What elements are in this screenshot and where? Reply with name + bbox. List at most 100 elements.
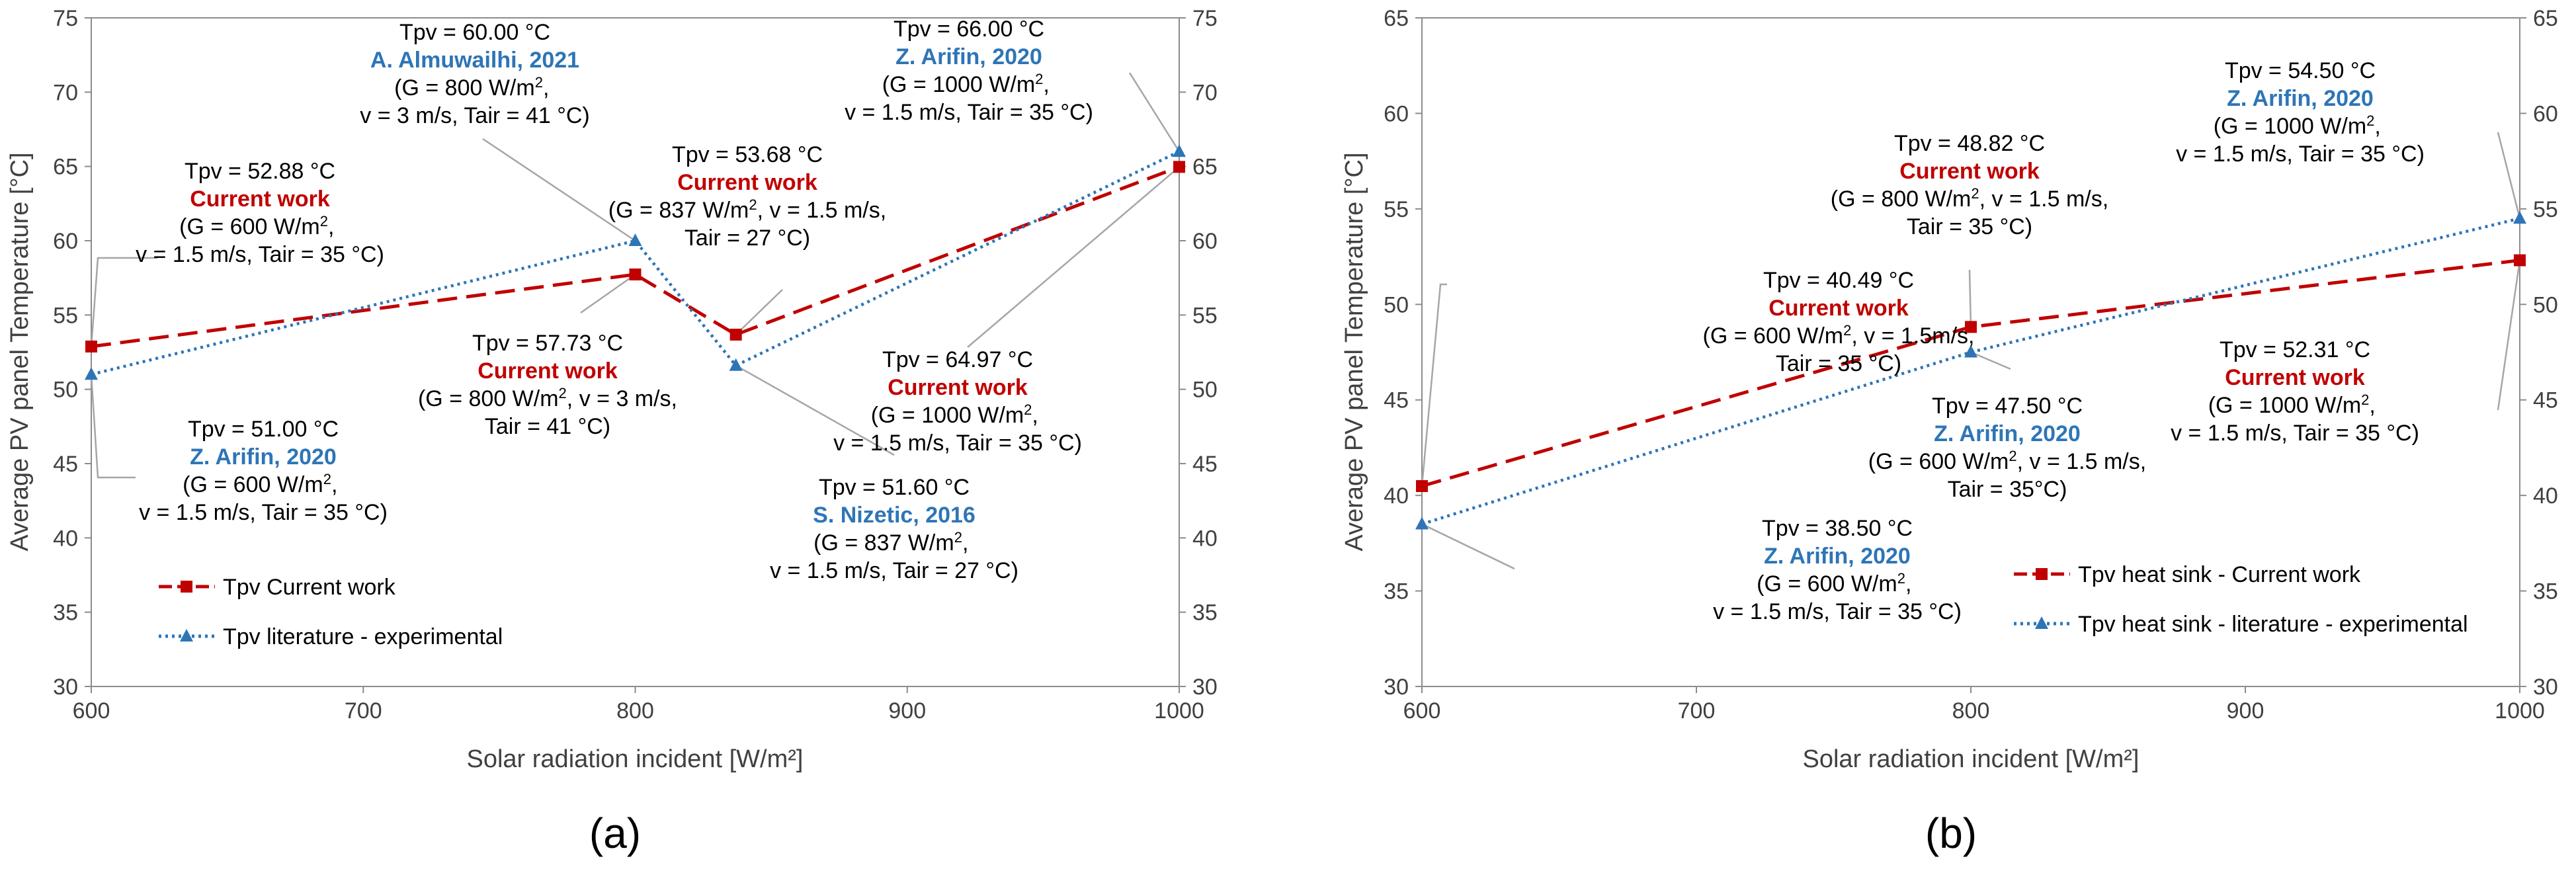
- annotation-line: (G = 800 W/m2,: [394, 74, 556, 101]
- annotation-line: v = 1.5 m/s, Tair = 35 °C): [1713, 599, 1962, 624]
- annotation-line: A. Almuwailhi, 2021: [370, 48, 579, 73]
- y-tick-label-right: 65: [2533, 6, 2558, 31]
- superscript: 2: [749, 196, 757, 213]
- y-tick-label-right: 55: [1192, 303, 1218, 328]
- y-tick-label-left: 40: [53, 526, 78, 551]
- y-tick-label-left: 30: [53, 675, 78, 700]
- chart-b: 30 30 35 35 40 40 45 45 50 50 55 55 60 60 65 65 600 700 80…: [1341, 6, 2558, 857]
- superscript: 2: [2009, 448, 2016, 464]
- superscript: 2: [323, 471, 331, 487]
- annotation-line: Current work: [1768, 296, 1909, 321]
- data-point-marker: [729, 358, 743, 371]
- y-tick-label-right: 60: [1192, 229, 1218, 254]
- data-point-marker: [1965, 321, 1977, 333]
- x-tick-label: 800: [1952, 698, 1990, 724]
- x-tick-label: 1000: [2495, 698, 2545, 724]
- annotation-line: v = 3 m/s, Tair = 41 °C): [360, 103, 589, 128]
- legend-label: Tpv Current work: [223, 575, 396, 600]
- y-tick-label-left: 60: [1384, 101, 1409, 126]
- y-tick-label-left: 60: [53, 229, 78, 254]
- annotation-text: Tpv = 66.00 °C Z. Arifin, 2020 (G = 1000 W…: [845, 17, 1093, 125]
- y-tick-label-right: 45: [2533, 388, 2558, 413]
- superscript: 2: [2366, 112, 2374, 129]
- y-tick-label-left: 65: [53, 155, 78, 180]
- y-tick-label-right: 40: [1192, 526, 1218, 551]
- annotation-line: Tpv = 52.88 °C: [185, 159, 335, 184]
- y-tick-label-left: 75: [53, 6, 78, 31]
- annotation-text: Tpv = 38.50 °C Z. Arifin, 2020 (G = 600 W/…: [1713, 516, 1962, 624]
- y-tick-label-right: 60: [2533, 101, 2558, 126]
- legend-label: Tpv heat sink - Current work: [2078, 562, 2361, 587]
- annotation-text: Tpv = 47.50 °C Z. Arifin, 2020 (G = 600 W/…: [1868, 393, 2146, 502]
- annotation-line: Tpv = 60.00 °C: [399, 20, 550, 45]
- y-tick-label-right: 75: [1192, 6, 1218, 31]
- x-tick-label: 700: [345, 698, 382, 724]
- panel-label: (b): [1925, 809, 1977, 857]
- annotation-line: Tpv = 57.73 °C: [472, 331, 623, 356]
- legend-marker: [180, 629, 193, 641]
- legend-marker: [181, 581, 192, 593]
- y-tick-label-left: 40: [1384, 483, 1409, 509]
- y-tick-label-left: 30: [1384, 675, 1409, 700]
- y-tick-label-right: 65: [1192, 155, 1218, 180]
- annotation-line: Tpv = 38.50 °C: [1762, 516, 1913, 541]
- y-tick-label-right: 50: [1192, 378, 1218, 403]
- annotation-text: Tpv = 60.00 °C A. Almuwailhi, 2021 (G = 80…: [360, 20, 589, 128]
- annotation-text: Tpv = 54.50 °C Z. Arifin, 2020 (G = 1000 W…: [2176, 58, 2425, 167]
- annotation-line: Current work: [2225, 365, 2365, 390]
- annotation-line: Tair = 35°C): [1948, 477, 2067, 502]
- annotation-line: Tpv = 64.97 °C: [882, 347, 1033, 372]
- data-point-marker: [1173, 144, 1186, 157]
- annotation-line: Tair = 35 °C): [1776, 351, 1901, 376]
- data-point-marker: [2514, 254, 2526, 267]
- superscript: 2: [1843, 322, 1851, 339]
- annotation-line: v = 1.5 m/s, Tair = 35 °C): [2171, 421, 2419, 446]
- annotation-leader: [967, 166, 1180, 348]
- annotation-line: (G = 1000 W/m2,: [882, 71, 1056, 98]
- y-tick-label-right: 30: [2533, 675, 2558, 700]
- x-tick-label: 700: [1678, 698, 1716, 724]
- y-axis-title: Average PV panel Temperature [°C]: [6, 152, 34, 551]
- data-point-marker: [1416, 479, 1428, 492]
- legend-marker: [2036, 568, 2048, 580]
- data-point-marker: [628, 233, 642, 246]
- legend-label: Tpv heat sink - literature - experimenta…: [2078, 612, 2468, 637]
- x-axis-title: Solar radiation incident [W/m²]: [1803, 745, 2140, 773]
- superscript: 2: [1971, 185, 1979, 202]
- x-tick-label: 800: [616, 698, 654, 724]
- y-tick-label-right: 40: [2533, 483, 2558, 509]
- data-point-marker: [1964, 345, 1977, 358]
- y-tick-label-left: 45: [53, 452, 78, 477]
- annotation-line: Tpv = 54.50 °C: [2225, 58, 2376, 83]
- y-tick-label-left: 55: [1384, 197, 1409, 222]
- annotation-text: Tpv = 40.49 °C Current work (G = 600 W/m2,…: [1703, 268, 1975, 376]
- annotation-line: (G = 600 W/m2, v = 1.5 m/s,: [1868, 448, 2146, 475]
- annotation-line: Tpv = 48.82 °C: [1894, 131, 2045, 156]
- annotation-leader: [735, 364, 895, 456]
- y-tick-label-left: 55: [53, 303, 78, 328]
- annotation-line: (G = 1000 W/m2,: [2208, 392, 2382, 419]
- data-point-marker: [729, 328, 742, 341]
- annotation-leader: [1968, 269, 1972, 327]
- annotation-line: v = 1.5 m/s, Tair = 27 °C): [770, 558, 1018, 583]
- annotation-line: Current work: [190, 186, 330, 212]
- annotation-line: Tair = 35 °C): [1907, 214, 2032, 239]
- data-point-marker: [2513, 211, 2526, 224]
- superscript: 2: [559, 385, 567, 401]
- x-tick-label: 600: [1403, 698, 1441, 724]
- chart-a: 30 30 35 35 40 40 45 45 50 50 55 55 60 60 65 65 70 70 75 75…: [6, 6, 1218, 857]
- data-point-marker: [85, 367, 98, 380]
- annotation-line: (G = 1000 W/m2,: [2214, 112, 2388, 140]
- panel-label: (a): [589, 809, 641, 857]
- annotation-text: Tpv = 57.73 °C Current work (G = 800 W/m2,…: [418, 331, 677, 439]
- data-point-marker: [1415, 517, 1429, 530]
- annotation-line: v = 1.5 m/s, Tair = 35 °C): [136, 242, 384, 267]
- annotation-line: Tpv = 52.31 °C: [2220, 337, 2370, 362]
- annotation-text: Tpv = 51.60 °C S. Nizetic, 2016 (G = 837 W…: [770, 475, 1018, 583]
- y-axis-title: Average PV panel Temperature [°C]: [1341, 152, 1368, 551]
- annotation-line: Tpv = 51.60 °C: [819, 475, 970, 500]
- superscript: 2: [1024, 401, 1032, 418]
- x-tick-label: 1000: [1154, 698, 1204, 724]
- annotation-line: Current work: [478, 358, 618, 384]
